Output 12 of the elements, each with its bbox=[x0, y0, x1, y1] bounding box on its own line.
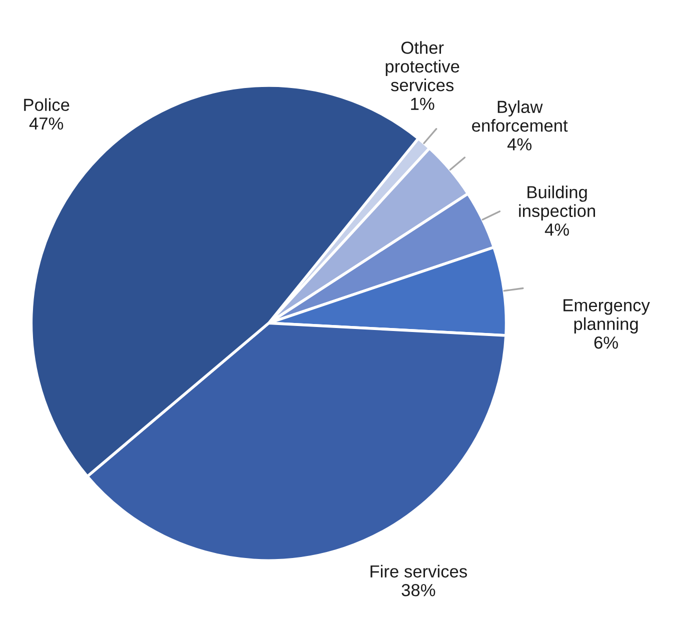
data-label: 47% bbox=[29, 117, 64, 130]
slice-label: Other protective services bbox=[386, 41, 460, 92]
slice-label: Police bbox=[24, 98, 70, 112]
data-label: 38% bbox=[402, 584, 436, 596]
slice-label: Fire services bbox=[370, 564, 467, 578]
data-label: 1% bbox=[411, 98, 434, 110]
data-label: 6% bbox=[594, 336, 618, 349]
slice-label: Building inspection bbox=[519, 186, 595, 220]
slice-label: Bylaw enforcement bbox=[472, 100, 568, 132]
data-label: 4% bbox=[544, 224, 569, 236]
slice-label: Emergency planning bbox=[564, 299, 650, 334]
data-label: 4% bbox=[507, 138, 532, 150]
